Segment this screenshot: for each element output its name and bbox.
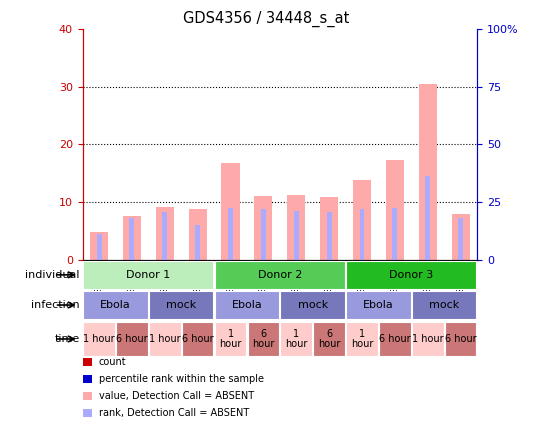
Bar [353,180,371,260]
Bar [346,321,378,357]
Bar [222,163,239,260]
Bar [280,291,345,319]
Text: value, Detection Call = ABSENT: value, Detection Call = ABSENT [99,391,254,401]
Bar [412,321,443,357]
Bar [189,209,207,260]
Bar [386,160,404,260]
Text: 6 hour: 6 hour [445,334,477,344]
Bar [116,321,148,357]
Bar [445,321,477,357]
Text: Ebola: Ebola [363,300,394,310]
Text: 6
hour: 6 hour [252,329,274,349]
Bar [215,291,279,319]
Bar [215,261,345,289]
Bar [96,234,101,260]
Bar [83,321,115,357]
Bar [425,176,430,260]
Bar [163,212,167,260]
Text: individual: individual [26,270,80,280]
Text: 1
hour: 1 hour [351,329,373,349]
Text: Ebola: Ebola [100,300,131,310]
Text: 6
hour: 6 hour [318,329,340,349]
Bar [130,218,134,260]
Bar [228,208,233,260]
Bar [90,232,108,260]
Bar [83,291,148,319]
Bar [320,198,338,260]
Text: Donor 1: Donor 1 [126,270,171,280]
Text: mock: mock [297,300,328,310]
Bar [346,291,410,319]
Text: count: count [99,357,126,367]
Text: mock: mock [429,300,459,310]
Text: percentile rank within the sample: percentile rank within the sample [99,374,264,384]
Bar [412,291,477,319]
Bar [248,321,279,357]
Text: 1 hour: 1 hour [83,334,115,344]
Text: time: time [55,334,80,344]
Bar [149,321,181,357]
Bar [195,225,200,260]
Bar [360,209,365,260]
Text: 6 hour: 6 hour [182,334,214,344]
Bar [261,209,266,260]
Bar [346,261,477,289]
Bar [149,291,213,319]
Text: 1
hour: 1 hour [285,329,308,349]
Text: Donor 3: Donor 3 [389,270,433,280]
Bar [83,261,213,289]
Bar [156,206,174,260]
Bar [392,208,397,260]
Text: GDS4356 / 34448_s_at: GDS4356 / 34448_s_at [183,11,350,27]
Bar [215,321,246,357]
Text: 1
hour: 1 hour [220,329,241,349]
Bar [294,211,298,260]
Text: 1 hour: 1 hour [149,334,181,344]
Bar [280,321,312,357]
Text: 1 hour: 1 hour [412,334,443,344]
Bar [451,214,470,260]
Bar [313,321,345,357]
Bar [458,218,463,260]
Text: Ebola: Ebola [231,300,262,310]
Bar [123,217,141,260]
Bar [419,84,437,260]
Bar [254,196,272,260]
Text: 6 hour: 6 hour [116,334,148,344]
Bar [182,321,213,357]
Bar [379,321,410,357]
Text: rank, Detection Call = ABSENT: rank, Detection Call = ABSENT [99,408,249,418]
Text: 6 hour: 6 hour [379,334,411,344]
Bar [287,195,305,260]
Text: Donor 2: Donor 2 [257,270,302,280]
Text: infection: infection [31,300,80,310]
Bar [327,212,332,260]
Text: mock: mock [166,300,196,310]
